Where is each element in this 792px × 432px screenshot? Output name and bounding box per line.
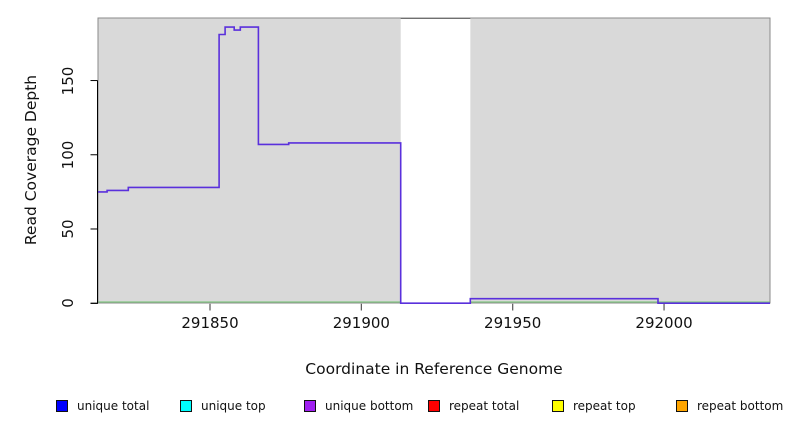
legend-label: repeat top	[573, 399, 636, 413]
legend-item-repeat-top: repeat top	[552, 399, 636, 413]
y-axis-title: Read Coverage Depth	[22, 74, 40, 246]
legend-label: unique total	[77, 399, 150, 413]
x-tick-label-292000: 292000	[635, 314, 693, 332]
x-tick-label-291900: 291900	[332, 314, 390, 332]
legend-item-unique-total: unique total	[56, 399, 149, 413]
legend-swatch-repeat-top-icon	[552, 400, 564, 412]
x-tick-label-291950: 291950	[484, 314, 542, 332]
legend-item-repeat-total: repeat total	[428, 399, 519, 413]
legend-label: unique top	[201, 399, 266, 413]
legend-item-unique-bottom: unique bottom	[304, 399, 413, 413]
y-tick-label-150: 150	[59, 66, 77, 95]
legend-label: repeat bottom	[697, 399, 784, 413]
legend-swatch-unique-top-icon	[180, 400, 192, 412]
legend-item-unique-top: unique top	[180, 399, 266, 413]
coverage-line	[98, 26, 770, 304]
y-tick-label-0: 0	[59, 298, 77, 308]
y-tick-label-50: 50	[59, 219, 77, 239]
legend-swatch-unique-total-icon	[56, 400, 68, 412]
legend-label: repeat total	[449, 399, 520, 413]
legend-item-repeat-bottom: repeat bottom	[676, 399, 783, 413]
x-tick-label-291850: 291850	[181, 314, 239, 332]
y-tick-label-100: 100	[59, 140, 77, 170]
x-axis-title: Coordinate in Reference Genome	[305, 360, 563, 378]
legend-label: unique bottom	[325, 399, 414, 413]
legend-swatch-unique-bottom-icon	[304, 400, 316, 412]
legend-swatch-repeat-total-icon	[428, 400, 440, 412]
legend-swatch-repeat-bottom-icon	[676, 400, 688, 412]
uncovered-region	[400, 18, 471, 304]
